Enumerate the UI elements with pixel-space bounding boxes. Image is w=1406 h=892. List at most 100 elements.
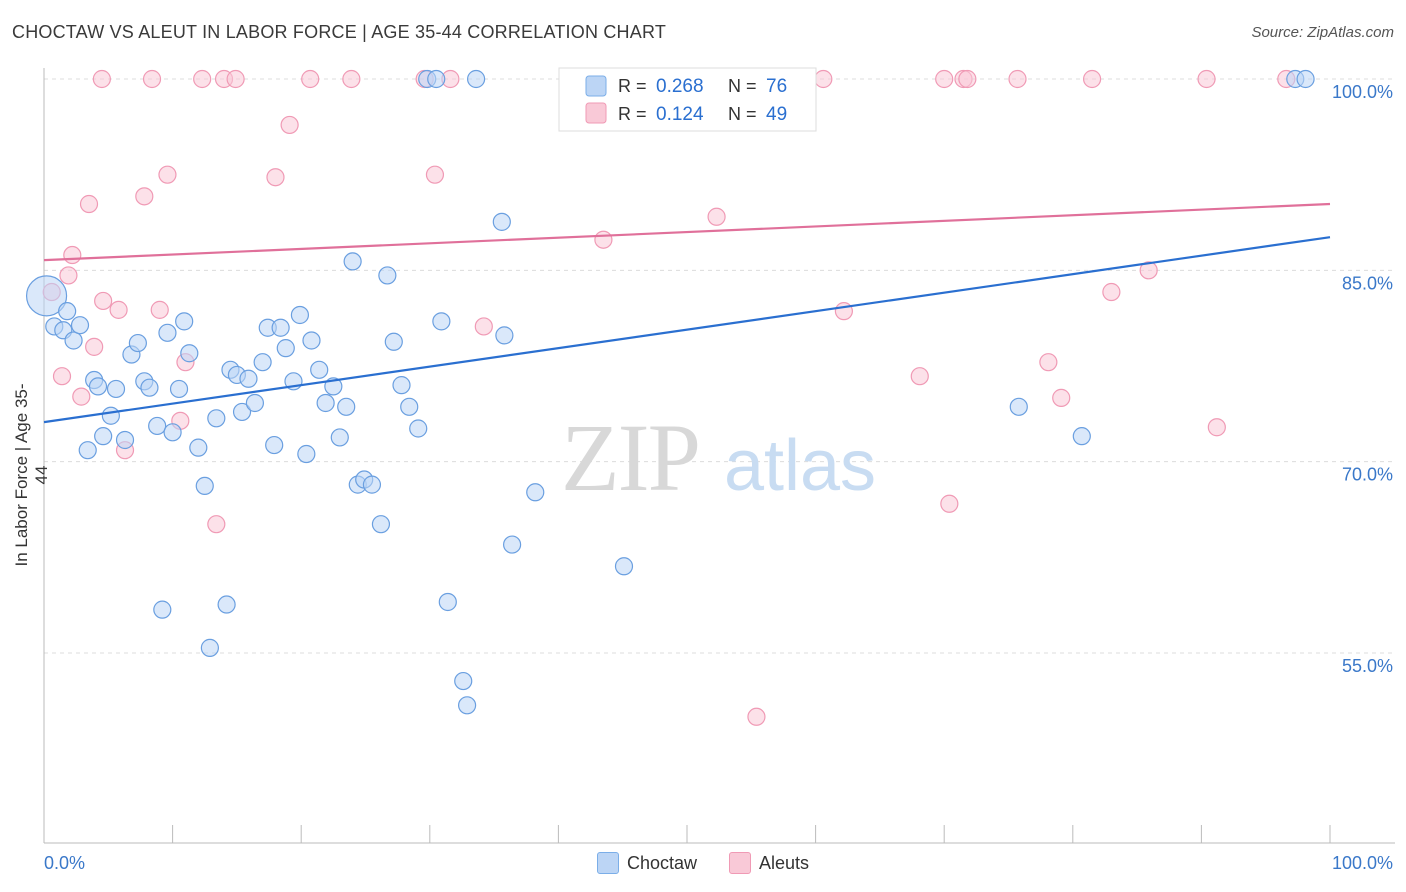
tick-labels: 55.0% 70.0% 85.0% 100.0% 0.0% 100.0% [44, 82, 1393, 873]
data-point [72, 387, 91, 406]
legend-swatch-aleuts [585, 102, 607, 124]
data-point [271, 318, 290, 337]
x-tick-label: 0.0% [44, 853, 85, 873]
series-aleuts [42, 69, 1296, 726]
data-point [400, 397, 419, 416]
watermark: ZIP atlas [561, 404, 876, 511]
data-point [106, 379, 126, 399]
data-point [109, 300, 128, 319]
data-point [64, 331, 83, 350]
data-point [526, 483, 545, 502]
data-point [193, 69, 212, 89]
legend-n-value: 76 [766, 76, 787, 97]
data-points [25, 69, 1315, 726]
data-point [128, 333, 147, 353]
watermark-zip: ZIP [561, 404, 699, 511]
data-point [814, 69, 833, 89]
data-point [115, 430, 135, 450]
data-point [297, 444, 316, 464]
data-point [101, 406, 120, 425]
data-point [425, 165, 445, 184]
data-point [142, 69, 162, 89]
legend-n-value: 49 [766, 104, 787, 125]
legend-r-value: 0.268 [656, 76, 704, 97]
data-point [1009, 397, 1028, 416]
data-point [337, 397, 356, 416]
data-point [25, 275, 68, 317]
data-point [466, 69, 486, 89]
data-point [163, 423, 182, 442]
y-tick-label: 100.0% [1332, 82, 1393, 102]
data-point [1039, 353, 1058, 372]
data-point [92, 69, 111, 89]
legend-swatch-choctaw [585, 75, 607, 97]
data-point [265, 435, 284, 455]
data-point [140, 378, 159, 397]
x-tick-label: 100.0% [1332, 853, 1393, 873]
data-point [432, 312, 451, 331]
data-point [195, 476, 214, 496]
data-point [958, 69, 977, 89]
data-point [169, 379, 189, 399]
data-point [217, 595, 236, 614]
data-point [276, 339, 295, 358]
legend-r-label: R = [618, 104, 647, 124]
data-point [207, 409, 226, 428]
axes [43, 68, 1395, 844]
data-point [457, 696, 477, 715]
data-point [239, 369, 258, 388]
data-point [85, 337, 104, 356]
data-point [290, 305, 310, 325]
data-point [316, 393, 335, 413]
data-point [940, 494, 959, 513]
data-point [280, 115, 299, 135]
data-point [594, 230, 613, 249]
legend-item-choctaw: Choctaw [596, 852, 697, 874]
data-point [253, 353, 272, 372]
data-point [378, 266, 397, 285]
source-label: Source: ZipAtlas.com [1251, 24, 1394, 41]
data-point [935, 69, 954, 89]
data-point [1052, 388, 1071, 407]
data-point [492, 212, 511, 231]
data-point [135, 187, 154, 206]
data-point [371, 515, 391, 534]
legend-item-aleuts: Aleuts [729, 852, 809, 874]
data-point [1072, 427, 1091, 446]
legend-n-label: N = [728, 104, 757, 124]
chart-title: CHOCTAW VS ALEUT IN LABOR FORCE | AGE 35… [12, 22, 667, 42]
data-point [189, 438, 208, 457]
watermark-atlas: atlas [724, 426, 876, 506]
data-point [232, 402, 252, 422]
data-point [148, 416, 167, 436]
data-point [70, 316, 90, 335]
data-point [301, 69, 320, 89]
data-point [474, 317, 493, 336]
data-point [503, 535, 522, 554]
data-point [94, 427, 113, 446]
data-point [342, 69, 361, 89]
data-point [207, 515, 226, 534]
data-point [158, 323, 177, 342]
data-point [63, 245, 82, 265]
data-point [78, 441, 97, 460]
data-point [153, 600, 172, 619]
data-point [226, 69, 245, 89]
data-point [330, 428, 349, 447]
trend-line-choctaw [43, 236, 1331, 424]
data-point [495, 326, 514, 345]
y-axis-label: In Labor Force | Age 35-44 [12, 383, 51, 567]
data-point [88, 377, 108, 396]
data-point [1082, 69, 1102, 89]
data-point [910, 367, 929, 386]
data-point [409, 419, 428, 438]
data-point [266, 168, 285, 187]
legend-r-label: R = [618, 76, 647, 96]
data-point [1197, 69, 1216, 89]
data-point [200, 638, 219, 657]
data-point [94, 291, 113, 311]
data-point [180, 344, 199, 363]
data-point [150, 300, 169, 319]
legend-bottom: Choctaw Aleuts [0, 852, 1406, 874]
